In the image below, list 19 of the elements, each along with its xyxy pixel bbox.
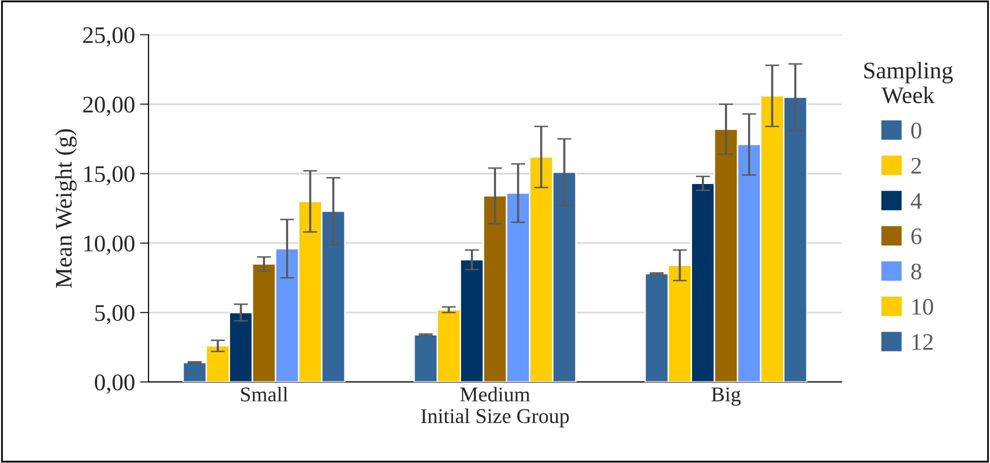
y-axis-title: Mean Weight (g) (55, 129, 77, 288)
legend-label: 10 (912, 298, 934, 315)
y-tick-label: 25,00 (83, 27, 134, 47)
legend-label: 2 (911, 158, 921, 174)
legend-title: Sampling Week (864, 62, 953, 104)
y-tick-label: 20,00 (83, 96, 134, 116)
legend-label: 4 (910, 193, 922, 209)
y-tick-label: 15,00 (84, 166, 134, 186)
x-tick-label: Big (712, 387, 741, 406)
legend-label: 8 (911, 264, 922, 280)
legend-label: 12 (912, 334, 933, 350)
x-tick-label: Small (241, 386, 288, 402)
x-tick-label: Medium (460, 386, 530, 402)
y-tick-label: 10,00 (84, 236, 134, 255)
legend-label: 0 (911, 122, 922, 139)
y-tick-label: 5,00 (95, 305, 134, 324)
y-tick-label: 0,00 (94, 374, 134, 394)
legend-label: 6 (911, 228, 922, 244)
x-axis-title: Initial Size Group (421, 408, 569, 428)
